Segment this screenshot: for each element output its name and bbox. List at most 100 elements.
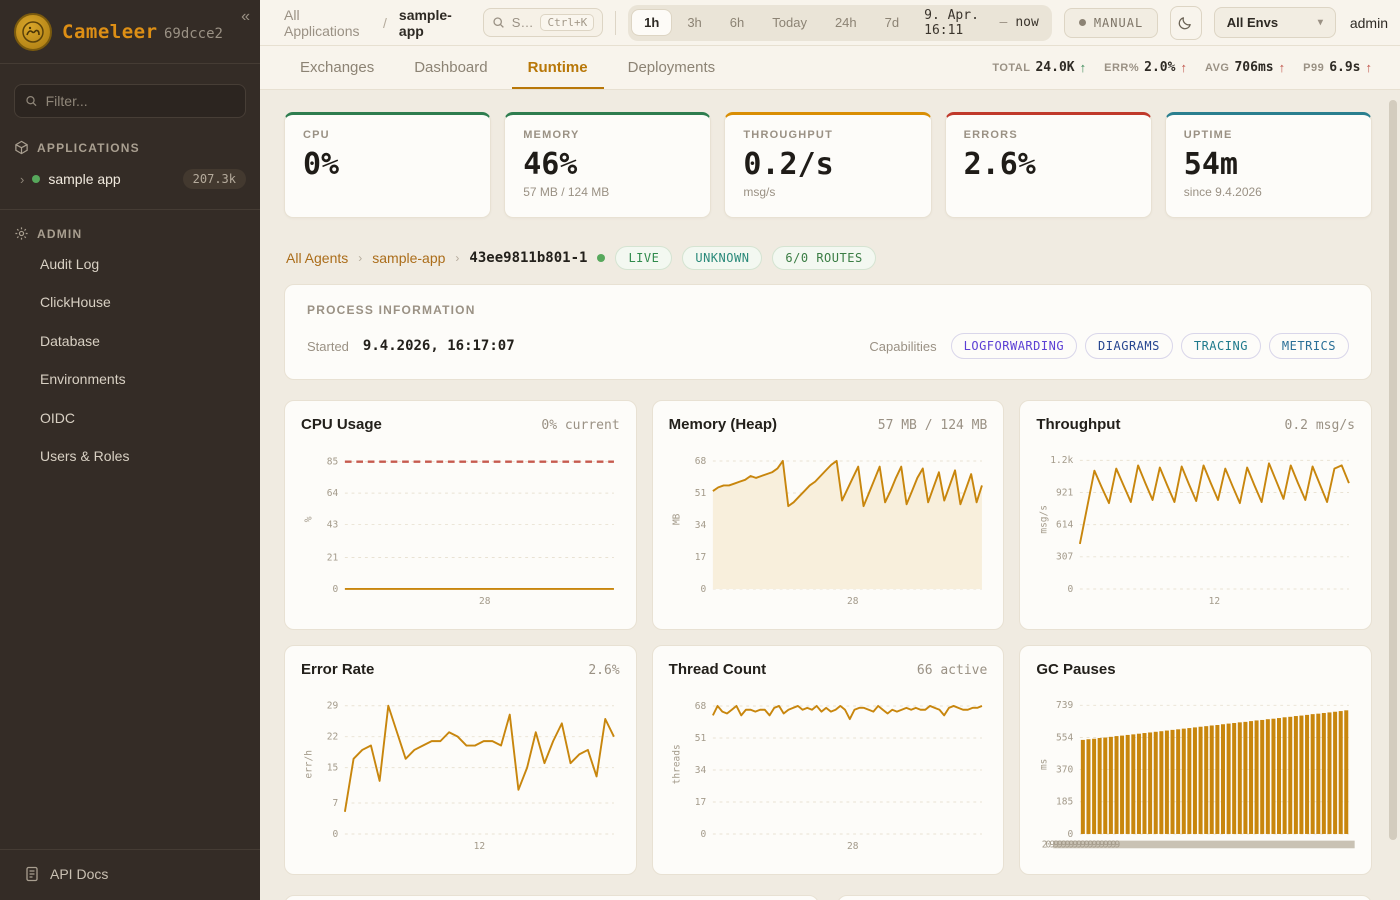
range-6h[interactable]: 6h [717, 9, 757, 36]
stat-err: ERR% 2.0% ↑ [1104, 60, 1187, 75]
theme-toggle-button[interactable] [1170, 5, 1202, 40]
metric-card-throughput: THROUGHPUT 0.2/s msg/s [724, 112, 932, 218]
env-select[interactable]: All Envs ▾ [1213, 7, 1336, 38]
svg-text:1.2k: 1.2k [1051, 455, 1074, 466]
time-range-display[interactable]: 9. Apr. 16:11 — now [914, 8, 1049, 38]
breadcrumb-all-applications[interactable]: All Applications [284, 6, 360, 39]
svg-text:msg/s: msg/s [1039, 505, 1050, 534]
env-selected-value: All Envs [1226, 15, 1279, 30]
svg-text:0: 0 [700, 584, 706, 595]
tab-runtime[interactable]: Runtime [511, 47, 604, 89]
range-3h[interactable]: 3h [674, 9, 714, 36]
badge-unknown: UNKNOWN [682, 246, 763, 270]
breadcrumb-all-agents[interactable]: All Agents [286, 250, 349, 266]
svg-text:0: 0 [1068, 584, 1074, 595]
up-arrow-icon: ↑ [1180, 60, 1187, 75]
range-1h[interactable]: 1h [631, 9, 673, 36]
time-from: 9. Apr. 16:11 [924, 7, 979, 38]
admin-nav: Audit Log ClickHouse Database Environmen… [0, 245, 260, 475]
sidebar-item-audit-log[interactable]: Audit Log [40, 256, 100, 272]
admin-section-header: ADMIN [0, 210, 260, 245]
svg-text:51: 51 [694, 488, 706, 499]
svg-text:28: 28 [479, 596, 491, 607]
capability-tracing: TRACING [1180, 333, 1261, 359]
capabilities: Capabilities LOGFORWARDING DIAGRAMS TRAC… [869, 333, 1349, 359]
tab-exchanges[interactable]: Exchanges [300, 58, 375, 76]
search-icon [26, 96, 37, 107]
memory-heap-plot: 0 17 34 51 68 MB 28 [671, 456, 983, 607]
svg-text:20999999999999999999: 20999999999999999999 [1042, 839, 1121, 850]
svg-text:68: 68 [694, 456, 706, 467]
manual-status-dot [1078, 19, 1086, 26]
svg-text:28: 28 [847, 841, 859, 852]
svg-text:85: 85 [327, 457, 338, 468]
range-24h[interactable]: 24h [822, 9, 870, 36]
manual-refresh-button[interactable]: MANUAL [1063, 7, 1159, 38]
scrollbar-thumb[interactable] [1389, 100, 1397, 840]
applications-section-header: APPLICATIONS [0, 124, 260, 159]
chart-cpu-usage: CPU Usage 0% current 0 21 43 64 85% 28 [284, 400, 637, 630]
svg-text:17: 17 [694, 797, 706, 808]
capability-logforwarding: LOGFORWARDING [950, 333, 1078, 359]
gear-icon [15, 227, 28, 240]
sidebar-item-api-docs[interactable]: API Docs [0, 849, 260, 900]
content: CPU 0% MEMORY 46% 57 MB / 124 MB THROUGH… [260, 90, 1400, 900]
badge-routes: 6/0 ROUTES [772, 246, 876, 270]
svg-text:err/h: err/h [303, 750, 314, 779]
sidebar-item-environments[interactable]: Environments [40, 371, 126, 388]
header-stats: TOTAL 24.0K ↑ ERR% 2.0% ↑ AVG 706ms ↑ P9… [992, 60, 1372, 75]
sidebar-item-clickhouse[interactable]: ClickHouse [40, 294, 111, 311]
svg-text:29: 29 [327, 701, 339, 712]
svg-text:21: 21 [327, 552, 339, 563]
chart-thread-count: Thread Count 66 active 0 17 34 51 68 threads 2… [651, 645, 1005, 875]
metric-card-errors: ERRORS 2.6% [944, 112, 1152, 218]
breadcrumb-agent-app[interactable]: sample-app [372, 250, 446, 266]
svg-text:68: 68 [694, 701, 706, 712]
sidebar-item-users-roles[interactable]: Users & Roles [40, 447, 130, 464]
up-arrow-icon: ↑ [1079, 60, 1087, 75]
svg-text:threads: threads [671, 744, 682, 784]
throughput-plot: 0 307 614 921 1.2k msg/s 12 [1039, 455, 1351, 607]
svg-text:34: 34 [694, 765, 706, 776]
sidebar-filter[interactable] [14, 84, 246, 118]
sidebar-item-oidc[interactable]: OIDC [40, 409, 75, 426]
search-placeholder: S… [511, 15, 534, 30]
process-information-panel: PROCESS INFORMATION Started 9.4.2026, 16… [284, 284, 1372, 380]
svg-text:MB: MB [671, 513, 682, 525]
tabsbar: Exchanges Dashboard Runtime Deployments … [260, 46, 1400, 90]
tab-dashboard[interactable]: Dashboard [414, 58, 488, 76]
svg-text:7: 7 [332, 798, 338, 809]
svg-text:739: 739 [1056, 700, 1073, 711]
svg-text:34: 34 [694, 520, 706, 531]
capability-metrics: METRICS [1268, 333, 1349, 359]
filter-input[interactable] [45, 93, 235, 109]
svg-text:614: 614 [1056, 520, 1073, 531]
svg-text:12: 12 [1209, 596, 1220, 607]
svg-text:0: 0 [1068, 829, 1074, 840]
app-status-dot [32, 175, 41, 183]
svg-text:307: 307 [1056, 552, 1073, 563]
chevron-down-icon: ▾ [1317, 17, 1323, 28]
stat-avg: AVG 706ms ↑ [1204, 60, 1286, 75]
range-today[interactable]: Today [759, 9, 820, 36]
sidebar-item-database[interactable]: Database [40, 332, 100, 349]
chevron-right-icon[interactable]: › [20, 171, 25, 187]
agent-breadcrumb: All Agents › sample-app › 43ee9811b801-1… [286, 246, 1372, 270]
process-info-title: PROCESS INFORMATION [307, 303, 476, 317]
sidebar-item-sample-app[interactable]: › sample app 207.3k [0, 159, 260, 201]
chart-error-rate: Error Rate 2.6% 0 7 15 22 29 err/h 12 [284, 645, 637, 875]
search-shortcut-kbd: Ctrl+K [540, 14, 595, 31]
svg-text:15: 15 [327, 763, 338, 774]
thread-count-plot: 0 17 34 51 68 threads 28 [671, 701, 982, 852]
range-7d[interactable]: 7d [872, 9, 912, 36]
app-title: Cameleer [62, 20, 158, 43]
chart-throughput: Throughput 0.2 msg/s 0 307 614 921 1.2k msg/s… [1019, 400, 1372, 630]
global-search[interactable]: S… Ctrl+K [482, 8, 604, 37]
user-label[interactable]: admin [1349, 14, 1388, 31]
cameleer-logo [14, 12, 52, 51]
topbar: All Applications / sample-app S… Ctrl+K … [260, 0, 1400, 46]
sidebar-collapse-icon[interactable]: « [241, 8, 250, 25]
tab-deployments[interactable]: Deployments [627, 58, 716, 76]
svg-text:0: 0 [332, 584, 338, 595]
started-value: 9.4.2026, 16:17:07 [362, 338, 515, 354]
